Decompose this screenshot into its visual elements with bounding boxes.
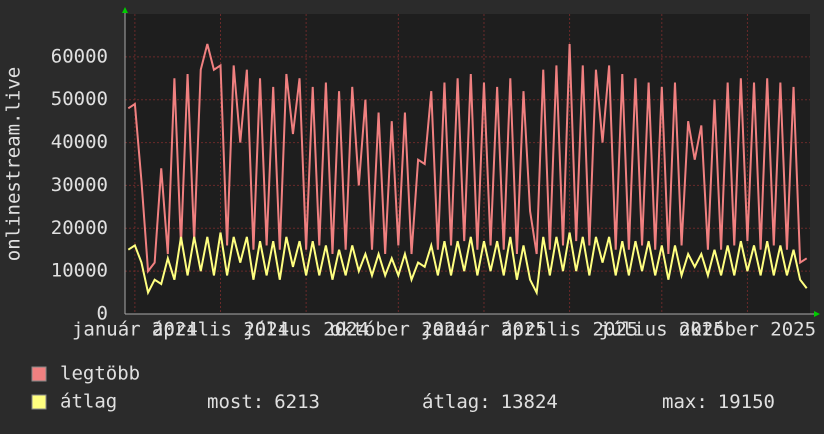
y-tick-label: 30000: [51, 174, 108, 196]
legend-swatch: [31, 394, 47, 410]
y-tick-label: 40000: [51, 131, 108, 153]
series: [127, 43, 808, 296]
stat-value: 19150: [718, 391, 775, 413]
y-tick-label: 60000: [51, 45, 108, 67]
stat-label: max:: [662, 391, 708, 413]
y-tick-label: 10000: [51, 260, 108, 282]
series-line: [127, 43, 808, 274]
stat: most: 6213: [207, 391, 320, 413]
y-tick-label: 50000: [51, 88, 108, 110]
y-tick-label: 20000: [51, 217, 108, 239]
legend-label: átlag: [60, 391, 117, 413]
stat-value: 13824: [501, 391, 558, 413]
axis-arrow: [122, 7, 128, 13]
x-tick-label: január 2025: [421, 319, 547, 341]
stat-label: most:: [207, 391, 264, 413]
stat: max: 19150: [662, 391, 775, 413]
series-line: [127, 232, 808, 296]
axis-arrow: [814, 311, 820, 317]
x-tick-label: április 2025: [501, 319, 638, 341]
x-tick-label: április 2024: [152, 319, 289, 341]
x-tick-label: október 2024: [330, 319, 467, 341]
x-tick-label: január 2024: [72, 319, 198, 341]
stat: átlag: 13824: [422, 391, 558, 413]
x-tick-label: október 2025: [679, 319, 816, 341]
legend-swatch: [31, 366, 47, 382]
stat-label: átlag:: [422, 391, 491, 413]
stat-value: 6213: [274, 391, 320, 413]
y-axis-label: onlinestream.live: [3, 67, 25, 261]
y-tick-label: 0: [97, 303, 108, 325]
legend: legtöbb átlag most: 6213 átlag: 13824 max: 1915…: [31, 363, 775, 413]
legend-label: legtöbb: [60, 363, 140, 385]
x-tick-label: július 2024: [243, 319, 369, 341]
x-tick-label: július 2025: [599, 319, 725, 341]
